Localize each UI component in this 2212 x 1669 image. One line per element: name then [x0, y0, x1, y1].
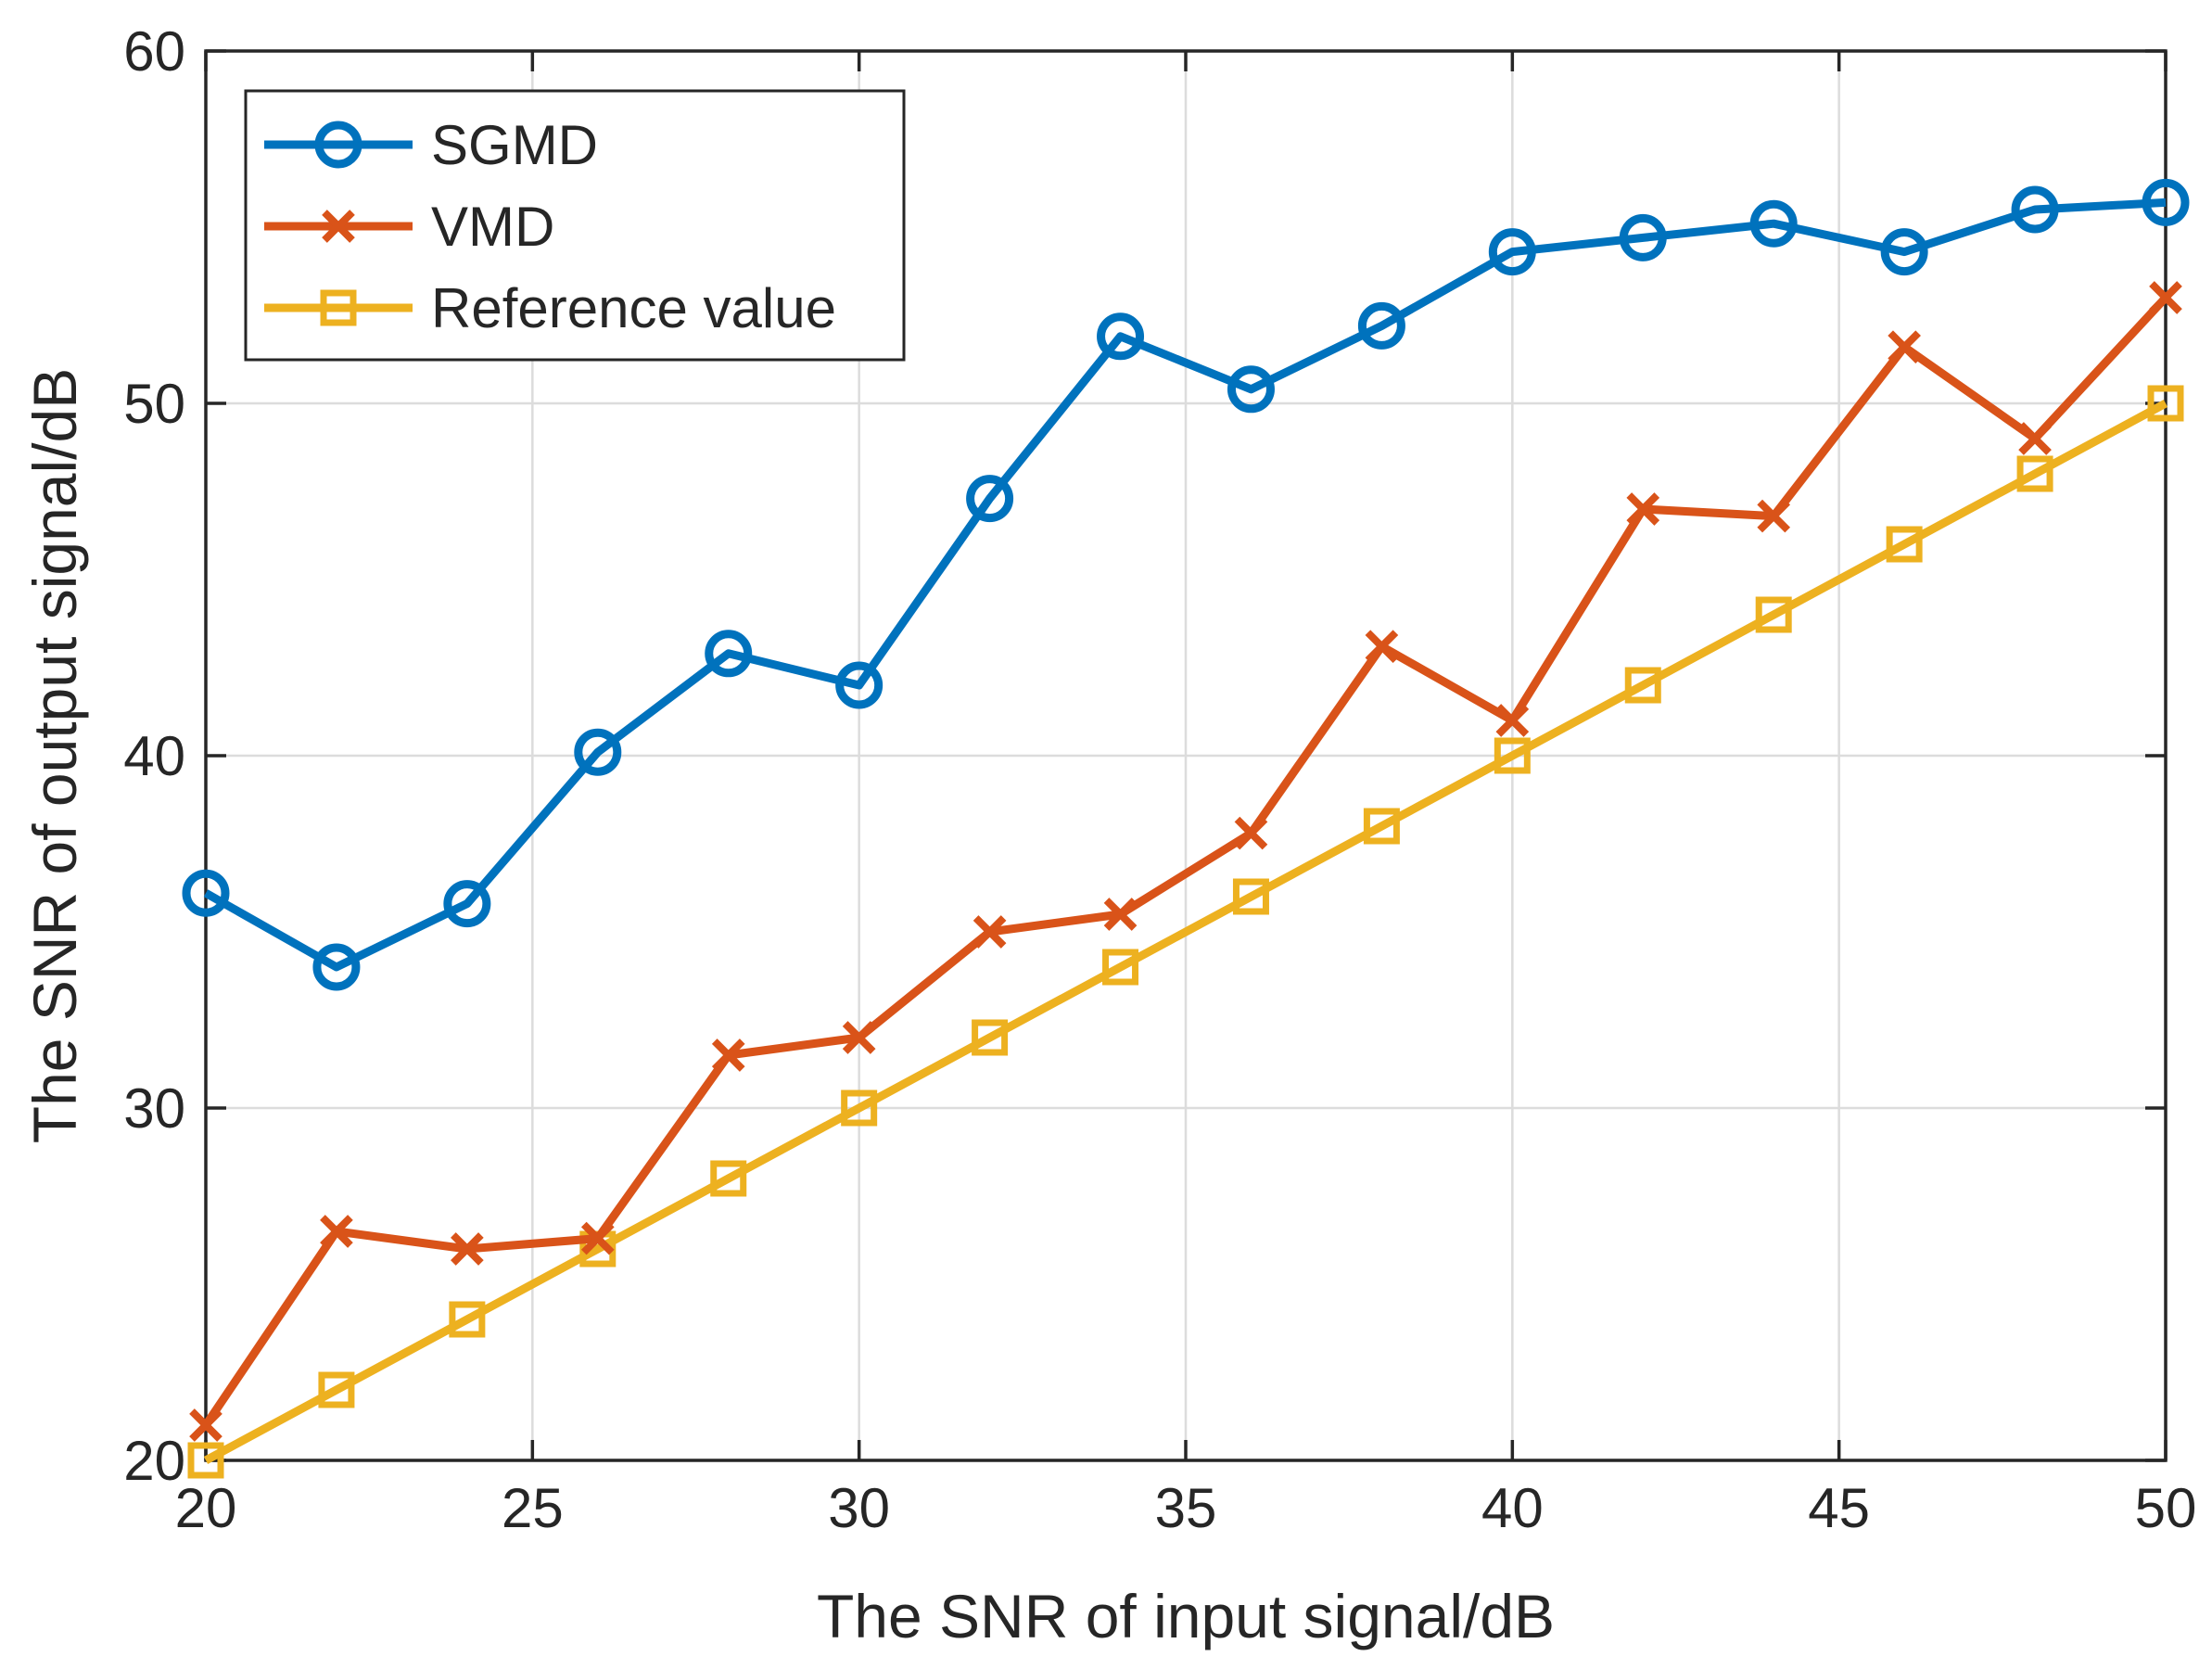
- data-point-circle: [443, 880, 491, 928]
- data-point-x: [1495, 704, 1530, 737]
- x-tick-label: 30: [828, 1477, 890, 1539]
- series-sgmd: [182, 178, 2190, 991]
- x-tick-label: 45: [1808, 1477, 1870, 1539]
- data-point-x: [1888, 330, 1921, 364]
- data-point-square: [841, 1089, 878, 1127]
- data-point-x: [1757, 499, 1791, 533]
- y-tick-label: 20: [123, 1430, 185, 1492]
- data-point-square: [972, 1019, 1009, 1056]
- y-tick-label: 60: [123, 20, 185, 83]
- data-point-x: [1365, 630, 1399, 664]
- data-point-circle: [1357, 301, 1405, 350]
- data-point-square: [2016, 455, 2053, 492]
- data-point-square: [2147, 385, 2184, 422]
- data-point-square: [1624, 667, 1661, 704]
- data-point-square: [1232, 878, 1269, 915]
- data-point-circle: [1880, 228, 1928, 276]
- x-tick-label: 40: [1481, 1477, 1544, 1539]
- legend-entry: Reference value: [264, 277, 836, 339]
- legend: SGMD VMD Reference value: [244, 89, 906, 362]
- data-point-x: [1626, 492, 1660, 526]
- series-line: [202, 294, 2169, 1428]
- y-tick-label: 50: [123, 373, 185, 435]
- data-point-x: [2149, 281, 2182, 314]
- data-point-square: [187, 1442, 224, 1479]
- data-point-square: [320, 289, 357, 326]
- data-point-circle: [574, 728, 622, 776]
- legend-entry: SGMD: [264, 114, 598, 176]
- y-tick-label: 30: [123, 1077, 185, 1140]
- data-point-x: [711, 1038, 745, 1072]
- data-point-square: [318, 1371, 355, 1408]
- y-axis-title: The SNR of output signal/dB: [20, 368, 89, 1143]
- data-point-square: [1755, 596, 1792, 633]
- data-point-x: [451, 1232, 484, 1266]
- legend-label: VMD: [431, 196, 554, 258]
- data-point-x: [842, 1021, 876, 1054]
- axes: 20 25 30 35 40 45 50 20 30 40 50 60: [123, 20, 2196, 1539]
- data-point-x: [1103, 898, 1138, 931]
- data-point-x: [189, 1408, 222, 1442]
- data-point-square: [449, 1301, 486, 1338]
- data-series: [182, 178, 2190, 1479]
- data-point-x: [580, 1221, 615, 1255]
- data-point-circle: [705, 630, 753, 678]
- data-point-circle: [1227, 365, 1275, 414]
- legend-label: Reference value: [431, 277, 836, 339]
- data-point-x: [1234, 816, 1268, 850]
- data-point-square: [1102, 949, 1139, 986]
- y-tick-label: 40: [123, 725, 185, 787]
- data-point-x: [320, 1215, 353, 1248]
- series-line: [203, 197, 2167, 972]
- data-point-circle: [1749, 199, 1798, 248]
- legend-label: SGMD: [431, 114, 598, 176]
- data-point-x: [2018, 422, 2052, 455]
- data-point-circle: [1619, 213, 1667, 261]
- data-point-square: [710, 1160, 747, 1197]
- data-point-square: [1363, 808, 1400, 845]
- data-point-square: [1494, 737, 1531, 774]
- series-line: [203, 400, 2168, 1464]
- series-vmd: [189, 281, 2182, 1442]
- data-point-circle: [835, 661, 884, 709]
- data-point-circle: [314, 121, 362, 169]
- data-point-x: [973, 915, 1007, 949]
- x-tick-label: 50: [2135, 1477, 2197, 1539]
- legend-entry: VMD: [264, 196, 554, 258]
- data-point-circle: [2011, 185, 2059, 234]
- data-point-circle: [182, 869, 230, 917]
- x-tick-label: 25: [502, 1477, 564, 1539]
- data-point-square: [1886, 526, 1923, 563]
- data-point-circle: [1097, 312, 1145, 361]
- x-tick-label: 35: [1155, 1477, 1217, 1539]
- data-point-circle: [2142, 178, 2190, 226]
- x-tick-label: 20: [175, 1477, 237, 1539]
- data-point-x: [322, 210, 355, 243]
- data-point-circle: [966, 475, 1014, 523]
- data-point-circle: [312, 943, 361, 991]
- data-point-circle: [1488, 228, 1536, 276]
- x-axis-title: The SNR of input signal/dB: [817, 1582, 1555, 1650]
